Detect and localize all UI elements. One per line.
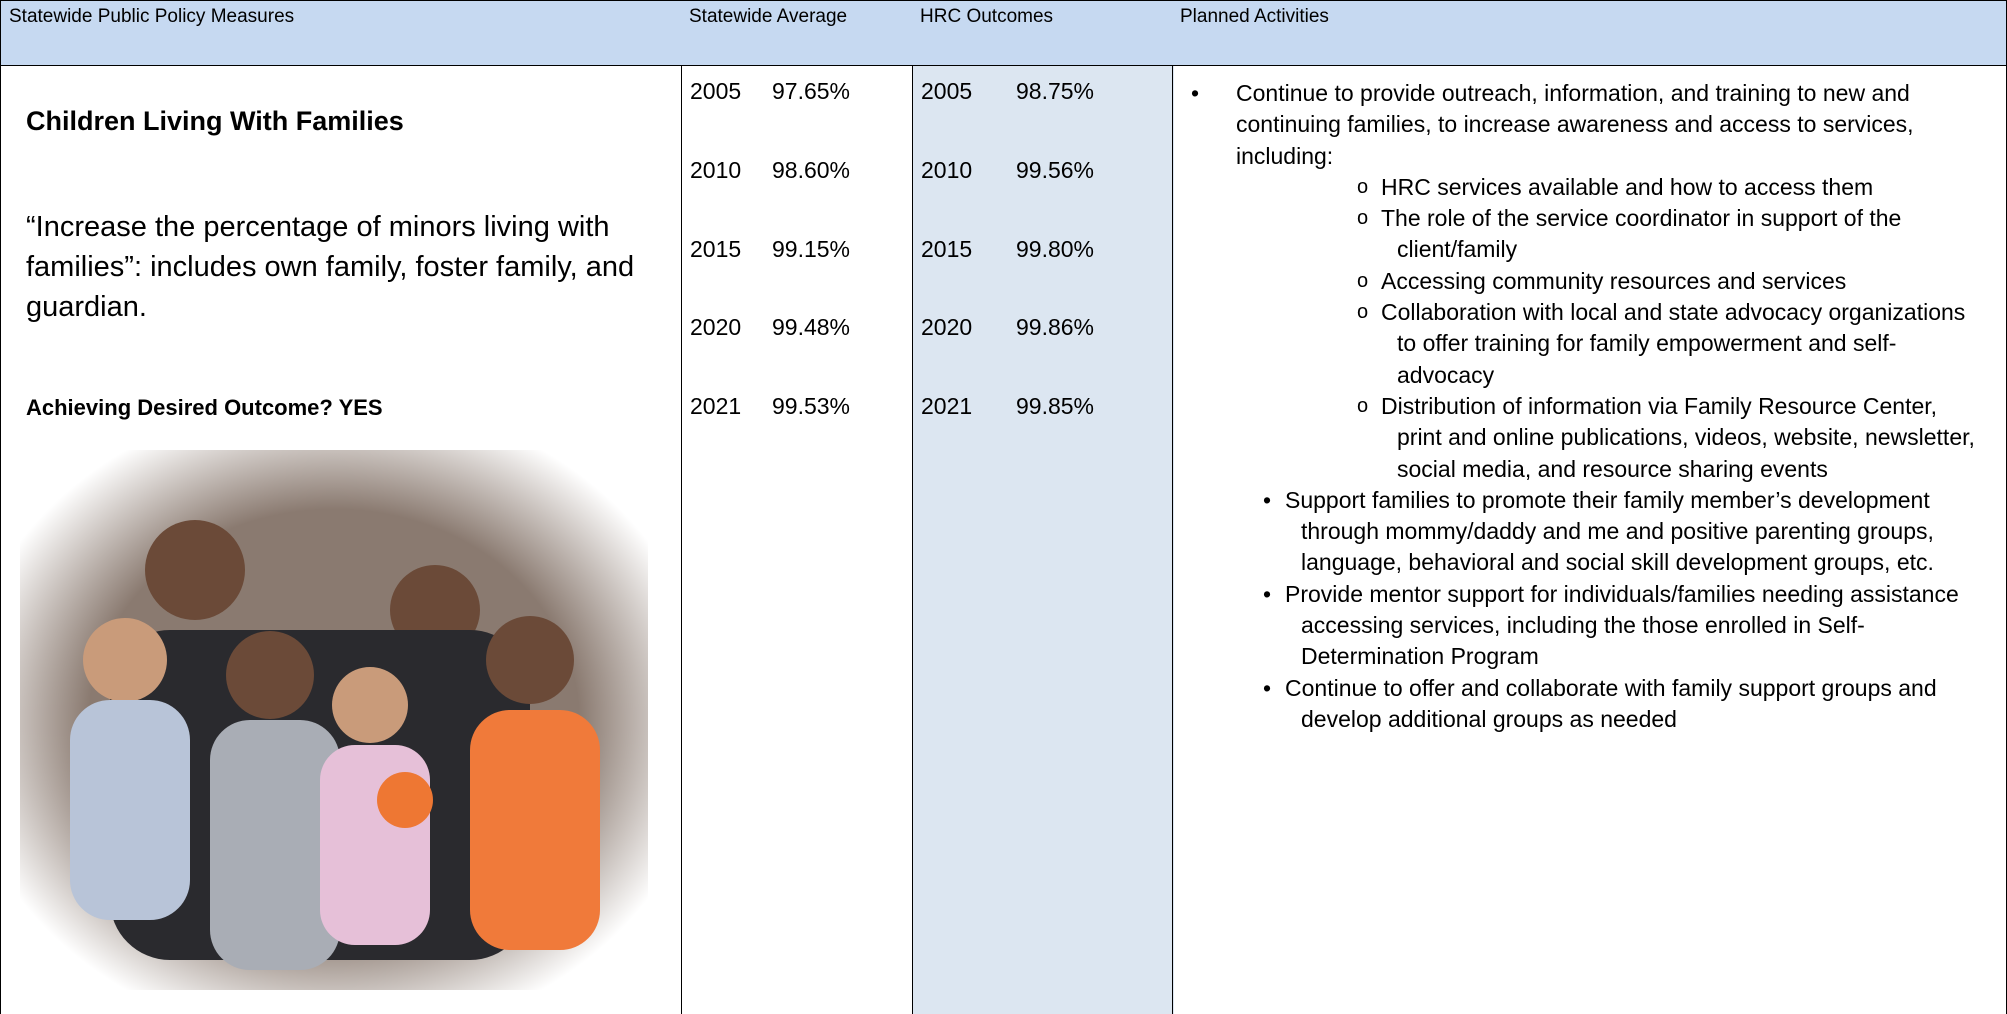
year: 2020 bbox=[690, 314, 742, 340]
percentage: 99.85% bbox=[1016, 393, 1095, 419]
family-photo bbox=[20, 450, 648, 990]
year-row: 2021 99.85% bbox=[921, 393, 1094, 420]
year: 2010 bbox=[690, 157, 742, 183]
year-row: 2020 99.86% bbox=[921, 314, 1094, 341]
activities-cell: Continue to provide outreach, informatio… bbox=[1172, 66, 2007, 1014]
activity: Continue to provide outreach, informatio… bbox=[1173, 78, 1978, 172]
percentage: 99.53% bbox=[772, 393, 851, 419]
header-cell: Statewide Public Policy Measures bbox=[0, 0, 683, 66]
year: 2005 bbox=[921, 78, 973, 104]
hrc-cell: 2005 98.75% 2010 99.56% 2015 99.80% 2020 99.86%… bbox=[912, 66, 1174, 1014]
year-row: 2010 98.60% bbox=[690, 157, 850, 184]
sub-activity: HRC services available and how to access… bbox=[1173, 172, 1978, 204]
measure-title: Children Living With Families bbox=[26, 106, 404, 136]
year: 2021 bbox=[921, 393, 973, 419]
statewide-cell: 2005 97.65% 2010 98.60% 2015 99.15% 2020 99.48%… bbox=[681, 66, 914, 1014]
activities: Continue to provide outreach, informatio… bbox=[1173, 78, 1978, 735]
year: 2015 bbox=[690, 236, 742, 262]
percentage: 99.86% bbox=[1016, 314, 1095, 340]
measure-cell: Children Living With Families “Increase … bbox=[0, 66, 683, 1014]
year-row: 2021 99.53% bbox=[690, 393, 850, 420]
activity-list: Continue to provide outreach, informatio… bbox=[1173, 78, 1978, 735]
year-row: 2005 98.75% bbox=[921, 78, 1094, 105]
activity: Provide mentor support for individuals/f… bbox=[1173, 579, 1978, 673]
year-row: 2020 99.48% bbox=[690, 314, 850, 341]
sub-activity: Distribution of information via Family R… bbox=[1173, 391, 1978, 485]
year: 2020 bbox=[921, 314, 973, 340]
percentage: 99.80% bbox=[1016, 236, 1095, 262]
header-cell: Statewide Average bbox=[681, 0, 914, 66]
percentage: 99.15% bbox=[772, 236, 851, 262]
percentage: 99.48% bbox=[772, 314, 851, 340]
percentage: 99.56% bbox=[1016, 157, 1095, 183]
header-cell: Planned Activities bbox=[1172, 0, 2007, 66]
activity: Support families to promote their family… bbox=[1173, 485, 1978, 579]
sub-activity: The role of the service coordinator in s… bbox=[1173, 203, 1978, 266]
year-row: 2010 99.56% bbox=[921, 157, 1094, 184]
year-row: 2015 99.80% bbox=[921, 236, 1094, 263]
sub-activity: Accessing community resources and servic… bbox=[1173, 266, 1978, 298]
year: 2010 bbox=[921, 157, 973, 183]
percentage: 97.65% bbox=[772, 78, 851, 104]
year: 2015 bbox=[921, 236, 973, 262]
activity: Continue to offer and collaborate with f… bbox=[1173, 673, 1978, 736]
percentage: 98.60% bbox=[772, 157, 851, 183]
year: 2005 bbox=[690, 78, 742, 104]
measure-description: “Increase the percentage of minors livin… bbox=[26, 211, 635, 323]
header-cell: HRC Outcomes bbox=[912, 0, 1174, 66]
year: 2021 bbox=[690, 393, 742, 419]
sub-activity: Collaboration with local and state advoc… bbox=[1173, 297, 1978, 391]
year-row: 2005 97.65% bbox=[690, 78, 850, 105]
percentage: 98.75% bbox=[1016, 78, 1095, 104]
measure-outcome: Achieving Desired Outcome? YES bbox=[26, 395, 383, 420]
year-row: 2015 99.15% bbox=[690, 236, 850, 263]
